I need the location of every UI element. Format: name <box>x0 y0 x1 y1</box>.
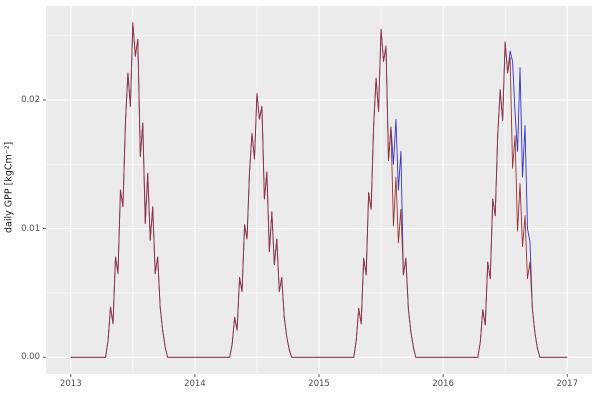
y-tick-label: 0.02 <box>21 94 40 105</box>
y-tick-label: 0.00 <box>21 352 40 363</box>
x-tick-label: 2017 <box>556 379 578 389</box>
y-tick-label: 0.01 <box>21 223 40 234</box>
x-tick-label: 2016 <box>432 379 454 389</box>
series-dark-red-line <box>70 22 568 358</box>
x-tick-label: 2015 <box>308 379 330 389</box>
x-tick-label: 2014 <box>184 379 206 389</box>
x-tick-label: 2013 <box>59 379 82 389</box>
